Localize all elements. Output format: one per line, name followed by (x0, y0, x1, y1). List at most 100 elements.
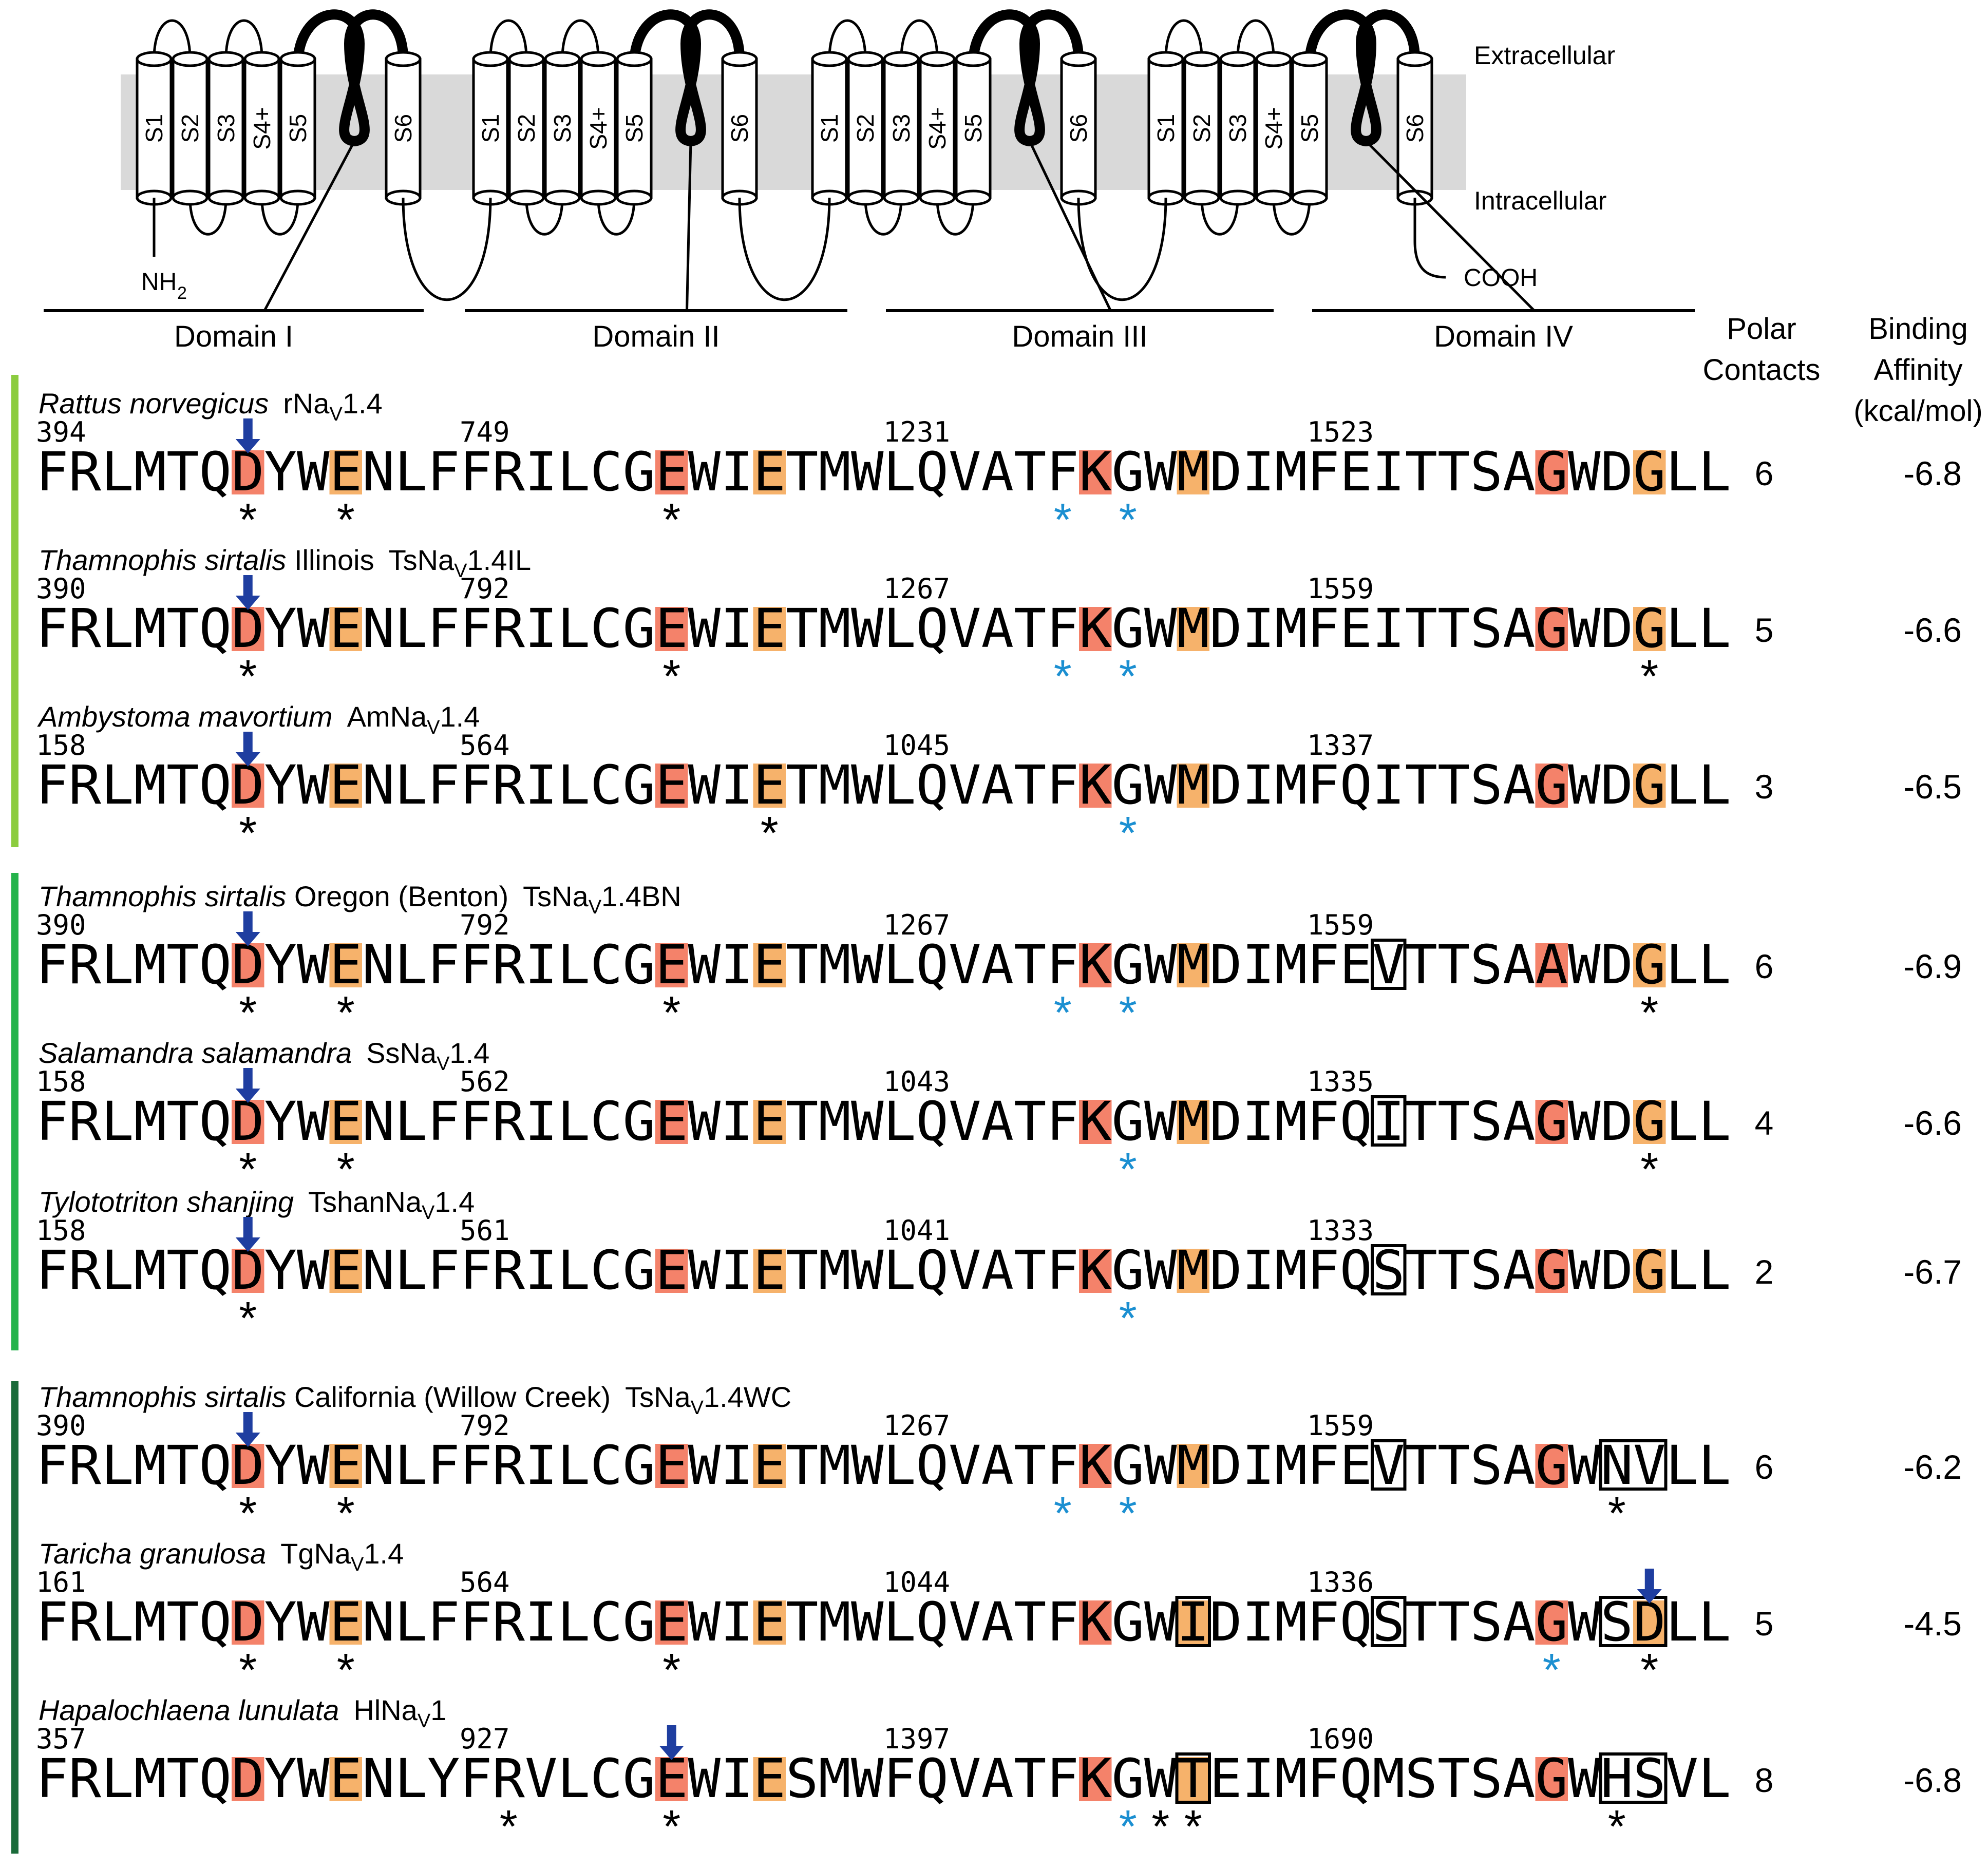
helix-label: S1 (477, 114, 504, 143)
loop-s3-s4 (900, 19, 939, 60)
helix-top (1060, 51, 1097, 67)
residue-highlight (329, 1444, 362, 1488)
sequence-row: Hapalochlaena lunulata HlNaV1357FRLMTQDYW… (36, 1694, 1962, 1853)
residue-number: 927 (460, 1723, 510, 1755)
binding-affinity-value: -6.7 (1903, 1253, 1962, 1291)
residue-highlight (1633, 1249, 1666, 1293)
helix-body (172, 58, 209, 199)
binding-affinity-value: -6.8 (1903, 1761, 1962, 1799)
residue-number: 792 (460, 573, 510, 605)
sequence-text: FRILCGEWIETMW (460, 1434, 884, 1497)
residue-number: 357 (36, 1723, 86, 1755)
sequence-text: FQVATFKGWTEIM (883, 1747, 1308, 1810)
substitution-box (1599, 1439, 1668, 1491)
species-label: Hapalochlaena lunulata HlNaV1 (39, 1694, 446, 1732)
species-name: Ambystoma mavortium (37, 700, 333, 733)
species-name: Hapalochlaena lunulata (39, 1694, 339, 1726)
helix-bottom (1219, 189, 1256, 206)
substitution-box (1371, 1095, 1407, 1147)
residue-highlight (232, 450, 264, 494)
interdomain-linker (738, 197, 831, 301)
helix-s6: S6 (1396, 51, 1433, 206)
helix-label: S1 (1152, 114, 1179, 143)
residue-number: 564 (460, 729, 510, 761)
group-2-bar (11, 873, 18, 1350)
blue-contact-star: * (1119, 651, 1137, 702)
sequence-row: Thamnophis sirtalis Illinois TsNaV1.4IL39… (36, 544, 1962, 702)
substitution-box (1371, 939, 1407, 990)
helix-label: S6 (726, 114, 753, 143)
domain-pointer-line (686, 141, 692, 311)
residue-highlight (1079, 1600, 1112, 1645)
contact-star: * (337, 1144, 355, 1195)
contact-star: * (239, 1488, 257, 1539)
loop-s3-s4 (224, 19, 263, 60)
residue-highlight (655, 450, 688, 494)
helix-top (580, 51, 617, 67)
protein-subscript: V (454, 560, 467, 582)
substitution-box (1599, 1596, 1668, 1647)
residue-highlight (753, 1600, 786, 1645)
helix-label: S4+ (585, 107, 612, 149)
residue-number: 390 (36, 909, 86, 941)
protein-subscript: V (427, 717, 440, 738)
helix-s6: S6 (385, 51, 422, 206)
residue-highlight (1079, 1444, 1112, 1488)
residue-highlight (232, 1757, 264, 1801)
residue-highlight (1535, 607, 1568, 651)
residue-highlight (1079, 1249, 1112, 1293)
residue-highlight (1633, 1100, 1666, 1144)
polar-contacts-value: 5 (1755, 611, 1774, 649)
helix-bottom (172, 189, 209, 206)
loop-s2-s3 (525, 197, 564, 236)
sequence-text: FEVTTSAAWDGLL (1307, 933, 1731, 996)
helix-label: S2 (852, 114, 879, 143)
sequence-text: FQMSTSAGWHSVL (1307, 1747, 1731, 1810)
intracellular-label: Intracellular (1474, 186, 1606, 215)
residue-highlight (1079, 450, 1112, 494)
residue-highlight (655, 1757, 688, 1801)
blue-contact-star: * (1054, 987, 1072, 1039)
contact-star: * (662, 651, 680, 702)
residue-highlight (1535, 943, 1568, 987)
contact-star: * (1608, 1488, 1626, 1539)
residue-number: 561 (460, 1214, 510, 1247)
residue-highlight (1535, 1100, 1568, 1144)
residue-highlight (1079, 764, 1112, 808)
helix-top (472, 51, 509, 67)
residue-number: 1690 (1307, 1723, 1374, 1755)
residue-highlight (329, 607, 362, 651)
helix-label: S5 (960, 114, 987, 143)
sequence-text: LQVATFKGWMDIM (883, 1090, 1308, 1153)
residue-highlight (1535, 1600, 1568, 1645)
helix-top (544, 51, 581, 67)
residue-highlight (753, 1100, 786, 1144)
residue-number: 1523 (1307, 416, 1374, 448)
group-1-bar (11, 375, 18, 847)
helix-bottom (279, 189, 316, 206)
arrow-icon (235, 732, 260, 767)
helix-label: S5 (285, 114, 311, 143)
polar-header: Contacts (1703, 353, 1821, 387)
residue-number: 1043 (883, 1065, 950, 1098)
species-name: Tylototriton shanjing (39, 1186, 294, 1218)
sequence-text: FRILCGEWIETMW (460, 754, 884, 816)
residue-number: 749 (460, 416, 510, 448)
helix-s5: S5 (616, 51, 653, 206)
sequence-text: LQVATFKGWMDIM (883, 754, 1308, 816)
residue-number: 1335 (1307, 1065, 1374, 1098)
sequence-row: Rattus norvegicus rNaV1.4394FRLMTQDYWENLF… (36, 387, 1962, 546)
substitution-box (1175, 1596, 1211, 1647)
polar-contacts-value: 3 (1755, 768, 1774, 806)
helix-body (1291, 58, 1328, 199)
